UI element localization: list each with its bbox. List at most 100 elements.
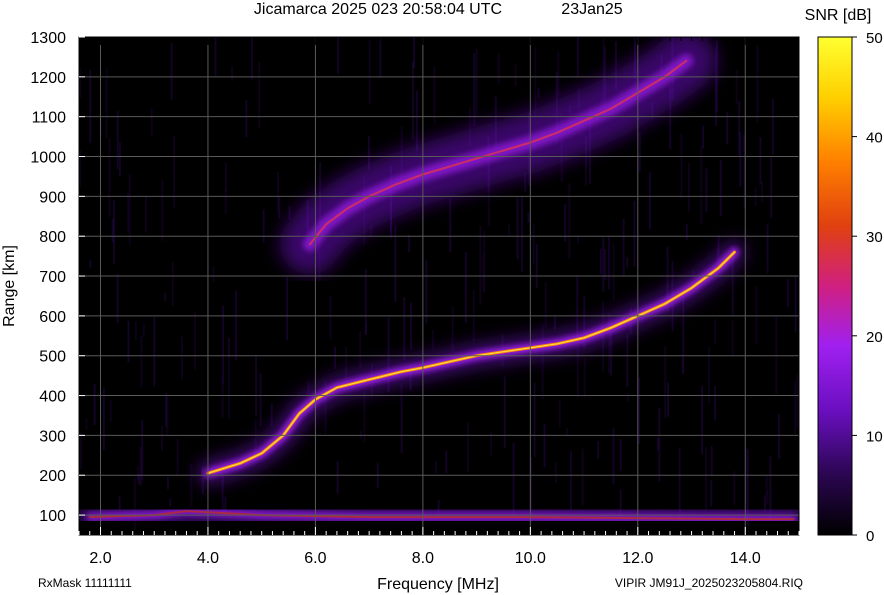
noise-stripe [173,135,176,208]
x-tick-label: 10.0 [515,550,546,567]
y-tick-label: 800 [39,229,66,246]
noise-stripe [89,69,92,144]
noise-stripe [464,252,467,323]
noise-stripe [105,67,108,139]
noise-stripe [221,475,224,518]
noise-stripe [794,380,797,435]
colorbar-label: SNR [dB] [805,7,872,24]
axis-layer: 2.0 4.0 6.0 8.0 10.0 12.0 14.0 100 200 300 400 500 6… [30,30,800,567]
noise-stripe [576,275,579,340]
trace-group [280,37,717,275]
noise-stripe [245,100,248,138]
noise-stripe [150,108,153,136]
noise-stripe [345,346,348,383]
noise-stripe [638,377,641,444]
noise-stripe [626,257,629,268]
rxmask-label: RxMask 11111111 [38,576,132,590]
noise-stripe [666,246,669,312]
noise-stripe [769,456,772,520]
noise-stripe [508,224,511,235]
noise-stripe [161,179,164,242]
y-axis-label: Range [km] [1,245,18,327]
noise-stripe [113,200,116,265]
y-tick-label: 400 [39,389,66,406]
colorbar-tick-label: 20 [866,329,883,346]
noise-stripe [710,479,713,507]
noise-stripe [214,37,217,76]
noise-stripe [602,237,605,292]
noise-stripe [127,193,130,233]
noise-stripe [794,276,797,333]
noise-stripe [503,376,506,448]
noise-stripe [530,457,533,524]
noise-stripe [403,297,406,361]
y-tick-label: 300 [39,428,66,445]
noise-stripe [400,397,403,453]
noise-stripe [532,224,535,265]
noise-stripe [165,392,168,427]
y-tick-label: 100 [39,508,66,525]
noise-stripe [277,171,280,214]
noise-stripe [687,162,690,212]
noise-stripe [516,197,519,260]
noise-stripe [370,223,373,236]
noise-stripe [622,218,625,276]
noise-stripe [79,149,82,187]
noise-stripe [759,137,762,185]
x-axis-label: Frequency [MHz] [377,576,499,593]
noise-stripe [682,293,685,373]
noise-stripe [466,422,469,472]
noise-stripe [576,37,579,77]
noise-stripe [771,99,774,155]
noise-stripe [432,329,435,350]
noise-stripe [564,204,567,242]
noise-stripe [777,413,780,459]
noise-stripe [756,45,759,123]
noise-stripe [411,61,414,140]
noise-stripe [109,400,112,423]
noise-stripe [702,125,705,149]
noise-stripe [176,439,179,476]
y-tick-label: 900 [39,189,66,206]
noise-stripe [626,333,629,387]
y-tick-label: 200 [39,468,66,485]
noise-stripe [116,273,119,323]
y-tick-label: 1000 [30,150,66,167]
trace-group [197,241,746,485]
noise-stripe [604,248,607,281]
noise-stripe [678,447,681,522]
noise-stripe [479,225,482,306]
noise-stripe [770,157,773,218]
noise-stripe [190,463,193,507]
noise-stripe [166,476,169,490]
noise-stripe [128,173,131,245]
noise-stripe [612,243,615,301]
noise-stripe [334,346,337,370]
noise-stripe [473,52,476,127]
noise-stripe [731,320,734,356]
noise-stripe [786,279,789,307]
noise-stripe [108,138,111,217]
noise-stripe [743,153,746,208]
noise-stripe [118,142,121,177]
noise-stripe [329,296,332,340]
noise-stripe [583,358,586,398]
x-tick-label: 14.0 [730,550,761,567]
y-tick-label: 700 [39,269,66,286]
noise-stripe [433,66,436,124]
trace-highlight [207,251,736,474]
colorbar-tick-label: 10 [866,428,883,445]
noise-stripe [597,441,600,459]
noise-stripe [543,423,546,468]
noise-stripe [379,37,382,79]
noise-stripe [541,323,544,400]
noise-stripe [139,447,142,486]
noise-stripe [608,237,611,290]
noise-stripe [85,418,88,430]
noise-stripe [180,336,183,380]
noise-stripe [537,88,540,98]
noise-stripe [415,90,418,152]
noise-stripe [527,212,530,223]
noise-stripe [258,61,261,128]
noise-stripe [164,292,167,302]
